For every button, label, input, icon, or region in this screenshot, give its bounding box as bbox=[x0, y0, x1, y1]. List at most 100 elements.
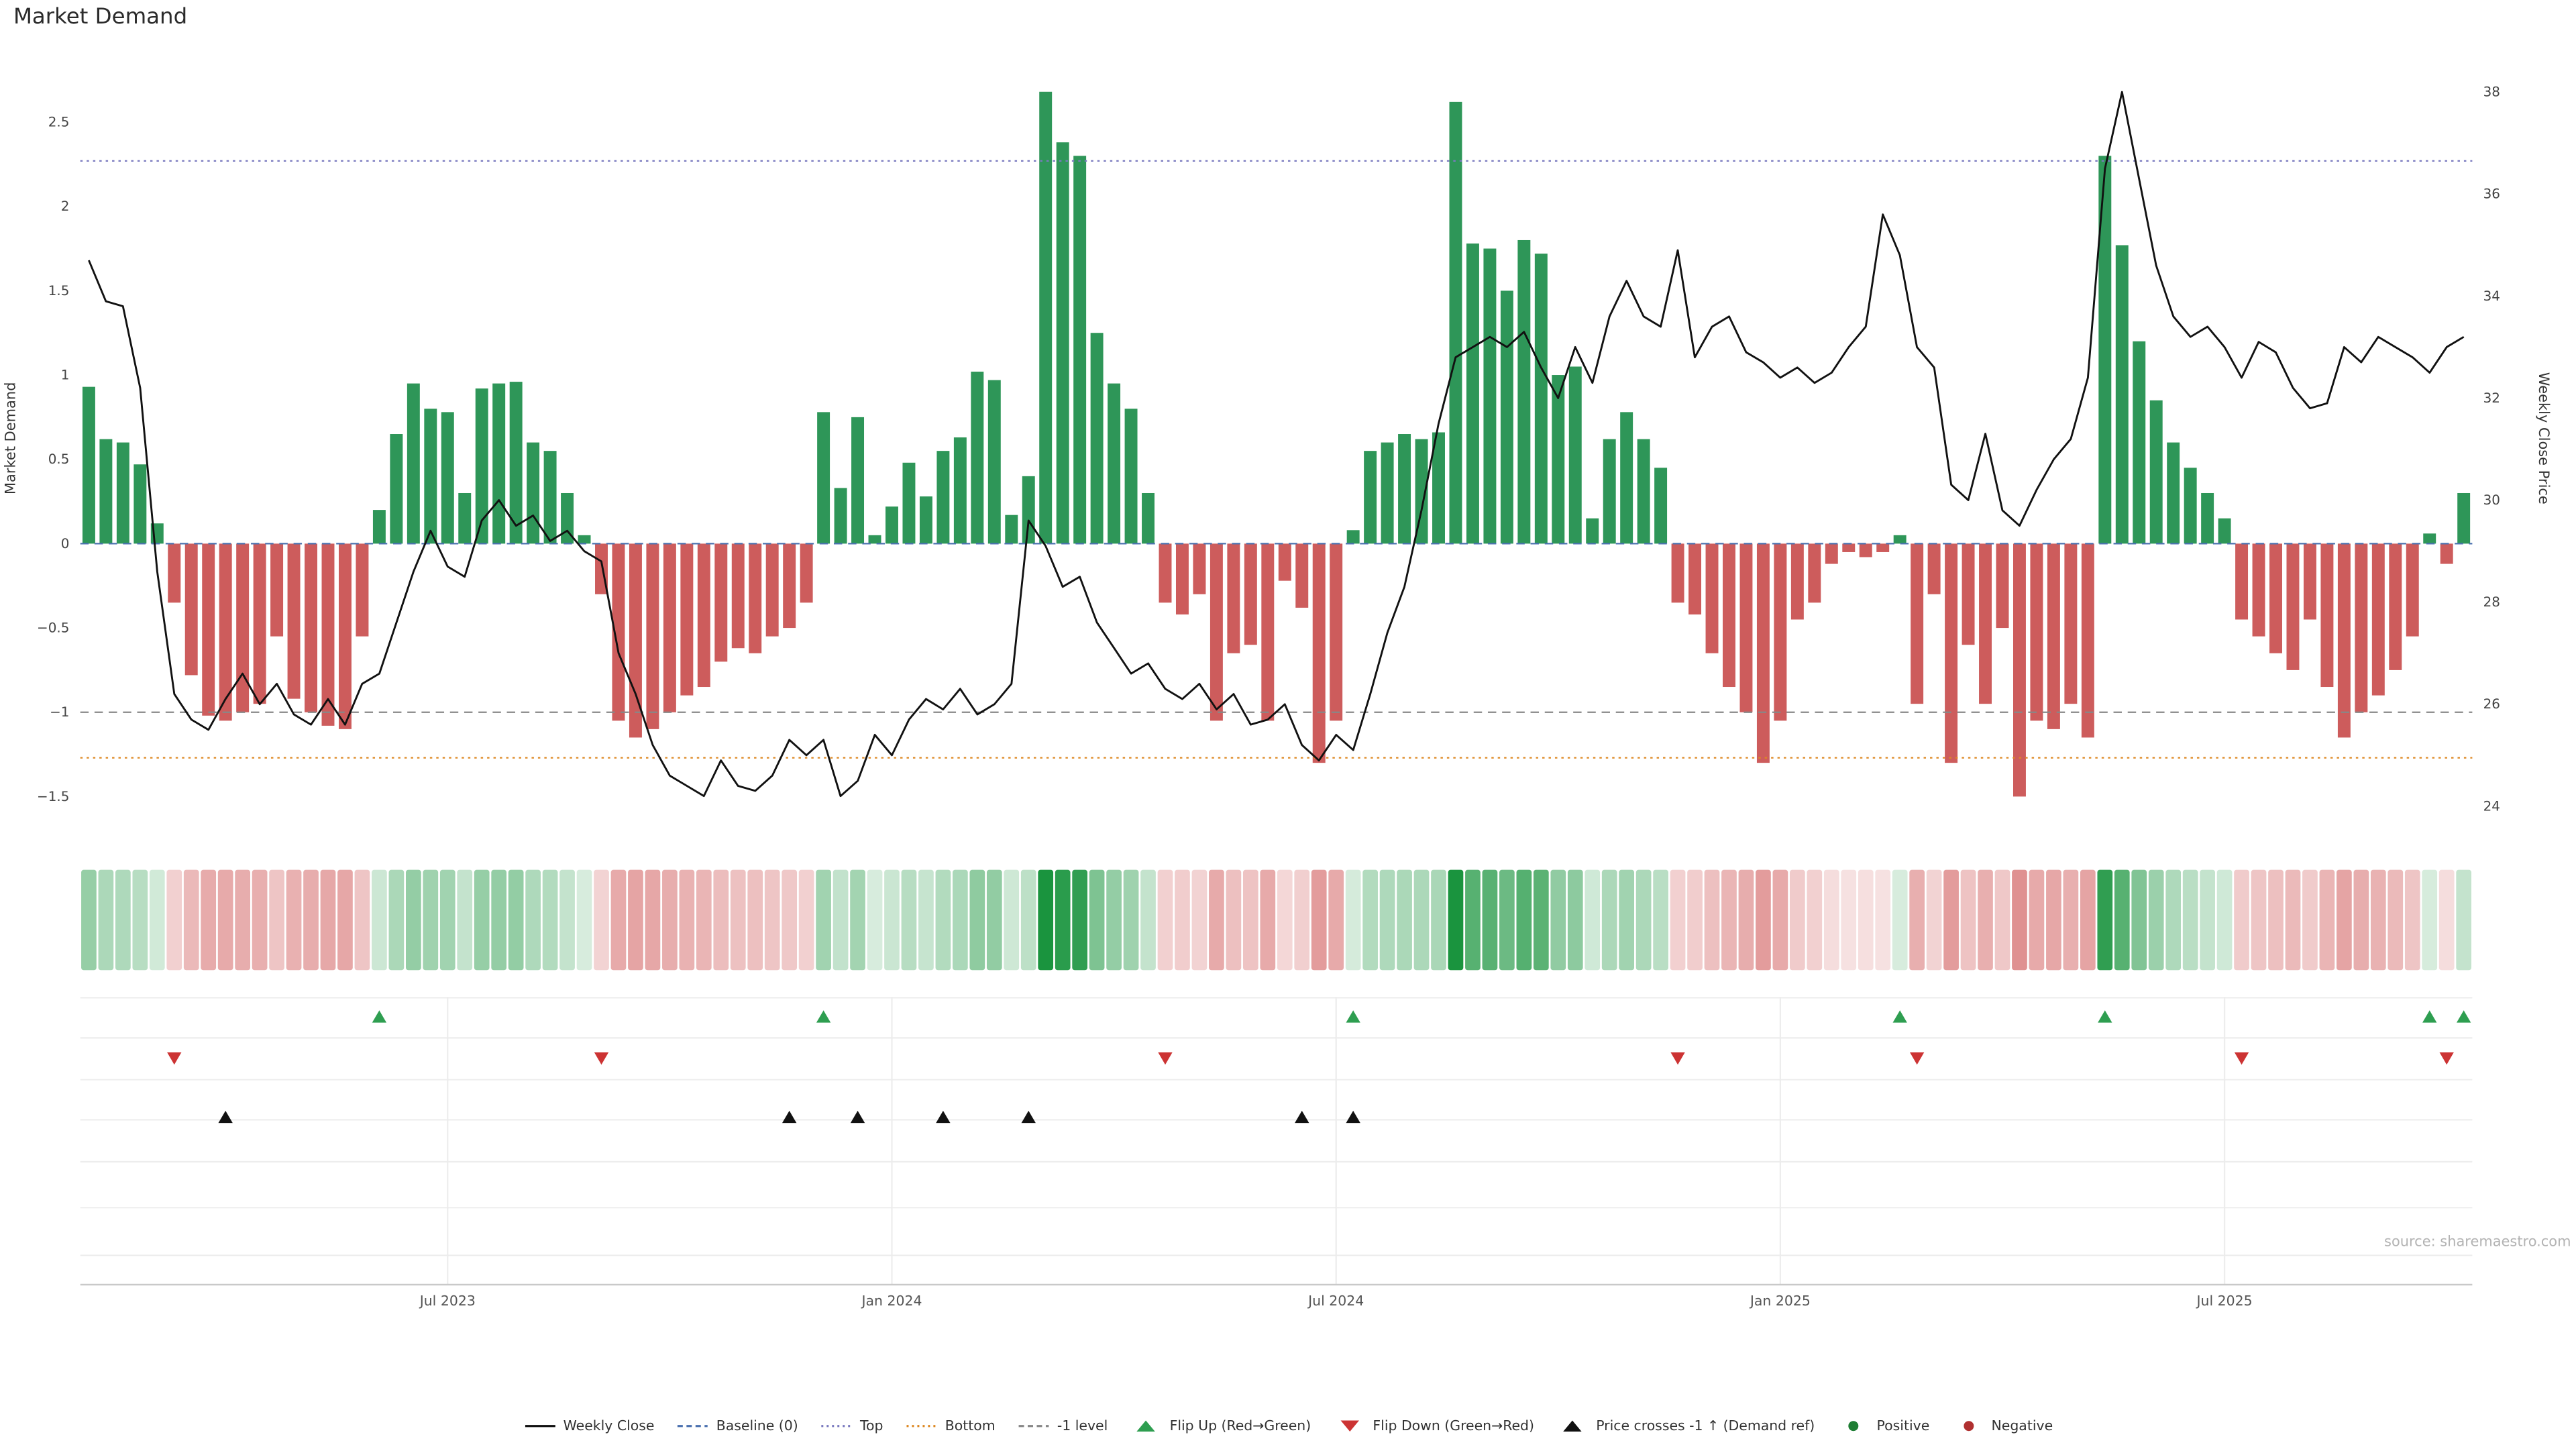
heatmap-cell bbox=[508, 869, 524, 971]
demand-bar bbox=[1346, 530, 1360, 544]
demand-bar bbox=[851, 417, 865, 544]
demand-bar bbox=[116, 442, 129, 544]
demand-bar bbox=[1193, 543, 1206, 594]
demand-bar bbox=[1415, 439, 1428, 544]
heatmap-cell bbox=[1191, 869, 1208, 971]
heatmap-cell bbox=[1379, 869, 1395, 971]
demand-bar bbox=[1312, 543, 1326, 763]
heatmap-cell bbox=[1106, 869, 1122, 971]
demand-bar bbox=[253, 543, 266, 704]
heatmap-cell bbox=[610, 869, 627, 971]
heatmap-cell bbox=[303, 869, 319, 971]
demand-bar bbox=[714, 543, 728, 662]
heatmap-cell bbox=[132, 869, 148, 971]
demand-bar bbox=[2047, 543, 2060, 729]
demand-bar bbox=[321, 543, 335, 726]
demand-bar bbox=[817, 412, 830, 544]
heatmap-cell bbox=[525, 869, 541, 971]
demand-bar bbox=[133, 464, 147, 544]
heatmap-cell bbox=[696, 869, 712, 971]
price-cross-marker bbox=[1021, 1110, 1036, 1124]
demand-bar bbox=[492, 383, 506, 544]
heatmap-cell bbox=[1123, 869, 1139, 971]
heatmap-cell bbox=[1226, 869, 1242, 971]
demand-bar bbox=[475, 388, 488, 544]
legend-triangle-up-icon bbox=[1136, 1419, 1156, 1431]
x-axis-tick: Jan 2024 bbox=[860, 1293, 922, 1309]
heatmap-cell bbox=[1140, 869, 1156, 971]
legend-label: Flip Down (Green→Red) bbox=[1373, 1416, 1534, 1434]
heatmap-cell bbox=[764, 869, 780, 971]
demand-bar bbox=[236, 543, 250, 712]
heatmap-cell bbox=[1704, 869, 1720, 971]
legend-label: Positive bbox=[1876, 1416, 1930, 1434]
heatmap-cell bbox=[2456, 869, 2472, 971]
heatmap-cell bbox=[1277, 869, 1293, 971]
heatmap-cell bbox=[2302, 869, 2318, 971]
left-axis-tick: 0.5 bbox=[48, 451, 70, 467]
demand-bar bbox=[1449, 101, 1462, 544]
x-axis-tick: Jul 2025 bbox=[2196, 1293, 2253, 1309]
demand-bar bbox=[1620, 412, 1633, 544]
heatmap-cell bbox=[2353, 869, 2369, 971]
heatmap-cell bbox=[2422, 869, 2438, 971]
heatmap-cell bbox=[2251, 869, 2267, 971]
demand-bar bbox=[1261, 543, 1275, 721]
heatmap-cell bbox=[2182, 869, 2198, 971]
heatmap-cell bbox=[1533, 869, 1549, 971]
heatmap-cell bbox=[1413, 869, 1430, 971]
demand-bar bbox=[1996, 543, 2009, 629]
heatmap-cell bbox=[1619, 869, 1635, 971]
demand-bar bbox=[2149, 400, 2163, 544]
heatmap-cell bbox=[1807, 869, 1823, 971]
demand-bar bbox=[561, 492, 574, 544]
demand-bar bbox=[1603, 439, 1616, 544]
flip-down-marker bbox=[1909, 1052, 1925, 1065]
demand-bar bbox=[219, 543, 232, 721]
demand-bar bbox=[834, 488, 847, 544]
legend-dashed-icon bbox=[1018, 1424, 1049, 1427]
heatmap-cell bbox=[2216, 869, 2233, 971]
heatmap-cell bbox=[2080, 869, 2096, 971]
heatmap-cell bbox=[1157, 869, 1173, 971]
price-cross-marker bbox=[782, 1110, 797, 1124]
demand-bar bbox=[1893, 535, 1907, 544]
demand-bar bbox=[2303, 543, 2316, 620]
heatmap-cell bbox=[816, 869, 831, 971]
heatmap-cell bbox=[269, 869, 284, 971]
heatmap-cell bbox=[730, 869, 746, 971]
demand-bar bbox=[2235, 543, 2249, 620]
flip-up-marker bbox=[816, 1010, 831, 1023]
source-note: source: sharemaestro.com bbox=[2384, 1234, 2571, 1250]
legend-item: Price crosses -1 ↑ (Demand ref) bbox=[1556, 1417, 1815, 1434]
heatmap-cell bbox=[2337, 869, 2352, 971]
heatmap-cell bbox=[1635, 869, 1652, 971]
heatmap-cell bbox=[166, 869, 182, 971]
demand-bar bbox=[2098, 156, 2112, 544]
heatmap-cell bbox=[782, 869, 798, 971]
heatmap-cell bbox=[1653, 869, 1668, 971]
heatmap-cell bbox=[2063, 869, 2079, 971]
heatmap-cell bbox=[1585, 869, 1601, 971]
heatmap-cell bbox=[1892, 869, 1908, 971]
flip-down-marker bbox=[1158, 1052, 1173, 1065]
flip-up-marker bbox=[2422, 1010, 2437, 1023]
heatmap-cell bbox=[2131, 869, 2147, 971]
heatmap-cell bbox=[1550, 869, 1566, 971]
demand-bar bbox=[1175, 543, 1189, 614]
price-cross-marker bbox=[218, 1110, 233, 1124]
legend-line-icon bbox=[525, 1424, 555, 1427]
demand-bar bbox=[184, 543, 198, 676]
heatmap-cell bbox=[662, 869, 678, 971]
demand-bar bbox=[1517, 239, 1531, 544]
flip-down-marker bbox=[1670, 1052, 1685, 1065]
heatmap-cell bbox=[2404, 869, 2420, 971]
heatmap-cell bbox=[713, 869, 729, 971]
demand-bar bbox=[1381, 442, 1394, 544]
heatmap-cell bbox=[1721, 869, 1737, 971]
heatmap-cell bbox=[286, 869, 302, 971]
heatmap-cell bbox=[833, 869, 849, 971]
heatmap-cell bbox=[1567, 869, 1583, 971]
demand-bar bbox=[2406, 543, 2419, 637]
